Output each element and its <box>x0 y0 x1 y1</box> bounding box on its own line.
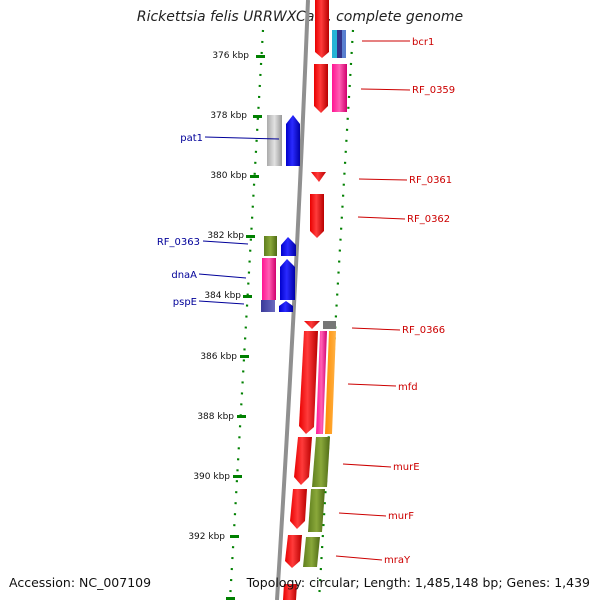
gene-block-pspE[interactable] <box>261 300 275 312</box>
gene-arrow-dnaA[interactable] <box>280 259 295 300</box>
gene-block-bcr1-blue[interactable] <box>342 30 346 58</box>
axis-ticks: 376 kbp 378 kbp 380 kbp 382 kbp 384 kbp … <box>188 51 265 600</box>
gene-arrow-bottom-partial[interactable] <box>283 584 297 600</box>
forward-strand-genes <box>283 0 347 600</box>
tick-label: 388 kbp <box>197 412 234 422</box>
gene-block-RF_0363[interactable] <box>264 236 277 256</box>
gene-label-pspE[interactable]: pspE <box>173 297 197 308</box>
gene-block-mfd-pink[interactable] <box>316 331 327 434</box>
gene-label-murE[interactable]: murE <box>393 462 420 473</box>
tick-mark <box>240 355 249 358</box>
tick-mark <box>233 475 242 478</box>
gene-block-RF_0359-pink[interactable] <box>332 64 347 112</box>
gene-labels: pat1 RF_0363 dnaA pspE bcr1 RF_0359 RF_0… <box>157 37 455 566</box>
map-title: Rickettsia felis URRWXCal2, complete gen… <box>136 9 464 25</box>
gene-label-dnaA[interactable]: dnaA <box>171 270 197 281</box>
gene-arrow-murF[interactable] <box>290 489 307 529</box>
gene-block-mraY[interactable] <box>303 537 320 567</box>
gene-arrow-RF_0359[interactable] <box>314 64 328 113</box>
tick-label: 380 kbp <box>210 171 247 181</box>
leader-lines <box>198 40 411 561</box>
reverse-strand-genes <box>261 115 300 312</box>
gene-arrow-mraY[interactable] <box>285 535 302 568</box>
tick-label: 390 kbp <box>193 472 230 482</box>
gene-arrow-murE[interactable] <box>294 437 312 485</box>
tick-mark <box>256 55 265 58</box>
gene-block-mfd-orange[interactable] <box>325 331 336 434</box>
gene-label-murF[interactable]: murF <box>388 511 414 522</box>
tick-label: 382 kbp <box>207 231 244 241</box>
gene-label-pat1[interactable]: pat1 <box>180 133 203 144</box>
tick-mark <box>243 295 252 298</box>
gene-block-murF[interactable] <box>308 489 325 532</box>
gene-label-RF_0361[interactable]: RF_0361 <box>409 175 452 186</box>
topology-text: Topology: circular; Length: 1,485,148 bp… <box>246 575 590 590</box>
tick-mark <box>253 115 262 118</box>
gene-block-RF_0366-gray[interactable] <box>323 321 336 329</box>
gene-arrow-RF_0363[interactable] <box>281 237 296 256</box>
gene-label-mfd[interactable]: mfd <box>398 382 418 393</box>
tick-label: 384 kbp <box>204 291 241 301</box>
ruler-track-right <box>317 29 355 600</box>
tick-label: 386 kbp <box>200 352 237 362</box>
gene-arrow-mfd[interactable] <box>299 331 318 434</box>
gene-label-RF_0359[interactable]: RF_0359 <box>412 85 455 96</box>
gene-block-pat1-gray <box>267 115 282 166</box>
gene-block-bcr1-cyan[interactable] <box>332 30 337 58</box>
gene-arrow-pspE[interactable] <box>279 301 293 312</box>
gene-block-bcr1-navy[interactable] <box>337 30 342 58</box>
gene-label-RF_0363[interactable]: RF_0363 <box>157 237 200 248</box>
gene-block-dnaA[interactable] <box>262 258 276 300</box>
gene-label-mraY[interactable]: mraY <box>384 555 411 566</box>
tick-label: 378 kbp <box>210 111 247 121</box>
gene-label-bcr1[interactable]: bcr1 <box>412 37 434 48</box>
tick-mark <box>237 415 246 418</box>
gene-arrow-RF_0362[interactable] <box>310 194 324 238</box>
tick-label: 376 kbp <box>212 51 249 61</box>
tick-mark <box>246 235 255 238</box>
tick-mark <box>250 175 259 178</box>
gene-arrow-pat1[interactable] <box>286 115 300 166</box>
tick-mark <box>230 535 239 538</box>
tick-mark <box>226 597 235 600</box>
gene-arrow-RF_0361[interactable] <box>311 172 326 182</box>
tick-label: 392 kbp <box>188 532 225 542</box>
gene-label-RF_0366[interactable]: RF_0366 <box>402 325 445 336</box>
gene-label-RF_0362[interactable]: RF_0362 <box>407 214 450 225</box>
gene-arrow-bcr1-red[interactable] <box>315 0 329 58</box>
accession-text: Accession: NC_007109 <box>9 575 152 590</box>
gene-block-murE[interactable] <box>312 437 330 487</box>
gene-arrow-RF_0366[interactable] <box>304 321 320 329</box>
